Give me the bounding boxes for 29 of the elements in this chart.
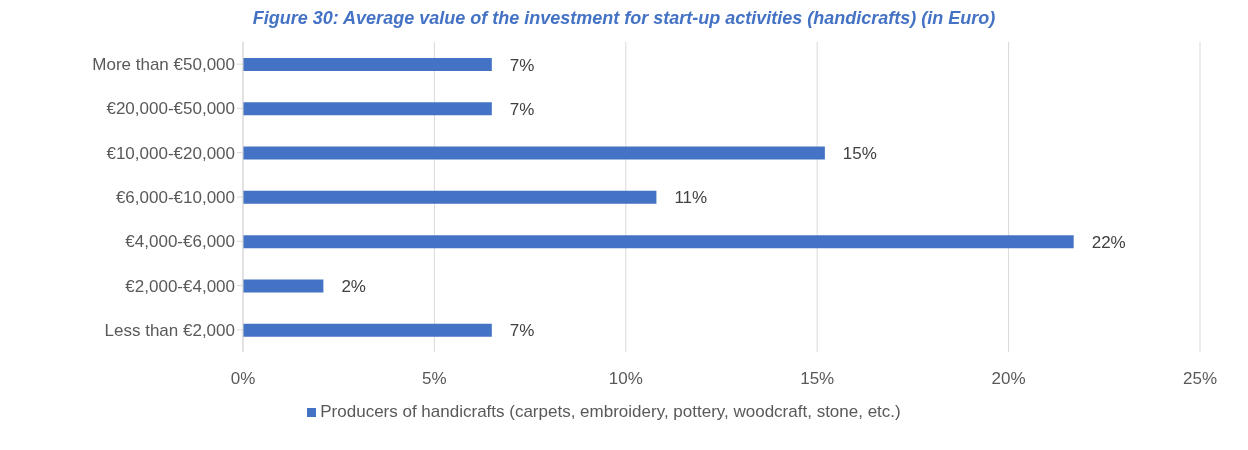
x-tick-label: 20%	[991, 369, 1026, 389]
data-label: 7%	[509, 321, 535, 341]
x-tick-label: 15%	[800, 369, 835, 389]
data-label: 11%	[674, 188, 708, 208]
data-label: 22%	[1091, 232, 1126, 252]
data-label: 2%	[341, 276, 366, 296]
bar	[243, 323, 492, 337]
bar	[243, 58, 492, 71]
y-tick-label: €20,000-€50,000	[106, 99, 235, 119]
x-tick-label: 10%	[608, 369, 643, 389]
data-label: 7%	[509, 55, 535, 75]
y-tick-label: €6,000-€10,000	[115, 188, 235, 208]
y-tick-label: Less than €2,000	[104, 320, 235, 340]
y-tick-label: More than €50,000	[92, 55, 235, 75]
bar	[243, 190, 657, 204]
y-tick-label: €10,000-€20,000	[106, 143, 235, 163]
x-tick-label: 5%	[422, 369, 447, 389]
bar	[243, 146, 825, 160]
y-tick-label: €4,000-€6,000	[125, 232, 235, 252]
data-label: 7%	[509, 99, 535, 119]
x-tick-label: 0%	[230, 369, 256, 389]
y-tick-label: €2,000-€4,000	[125, 276, 235, 296]
x-tick-label: 25%	[1182, 369, 1218, 389]
bar	[243, 279, 324, 293]
chart-title: Figure 30: Average value of the investment for start-up activities (handicrafts) (in Euro)	[251, 8, 997, 30]
legend-label: Producers of handicrafts (carpets, embroidery, pottery, woodcraft, stone, etc.)	[320, 402, 901, 421]
bar	[243, 102, 492, 116]
bar	[243, 235, 1074, 249]
data-label: 15%	[842, 144, 877, 164]
